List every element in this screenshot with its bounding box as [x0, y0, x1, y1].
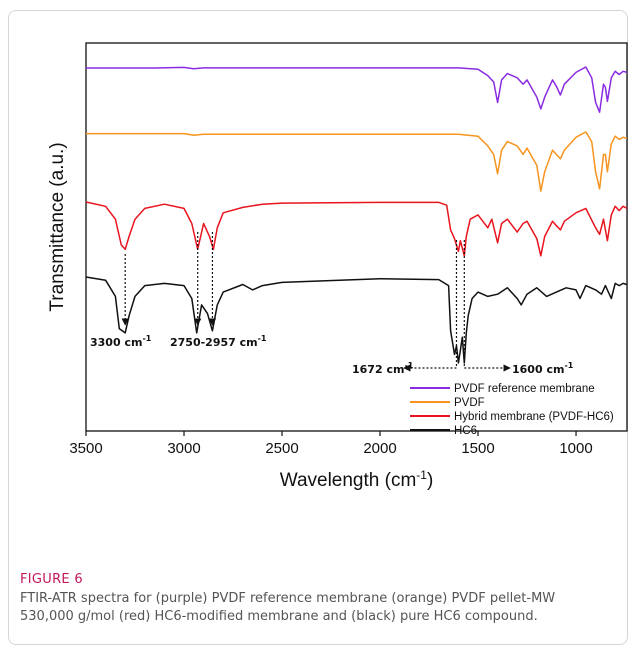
annotation-label-3300: 3300 cm-1 [90, 334, 152, 349]
legend-label-3: HC6 [454, 425, 477, 437]
series-line-3 [85, 276, 628, 364]
x-axis-title: Wavelength (cm-1) [280, 468, 434, 491]
figure-label: FIGURE 6 [20, 572, 83, 587]
series-line-0 [86, 66, 628, 113]
annotation-label-1672: 1672 cm-1 [352, 361, 414, 376]
ftir-chart: 3500 3000 2500 2000 1500 1000 Wavelength (cm-1… [47, 42, 628, 491]
series-line-2 [85, 201, 628, 257]
legend-label-0: PVDF reference membrane [454, 383, 595, 395]
annotation-label-1600: 1600 cm-1 [512, 361, 574, 376]
x-tick-label-3000: 3000 [167, 440, 200, 457]
legend-label-2: Hybrid membrane (PVDF-HC6) [454, 411, 614, 423]
annotation-label-2750-2957: 2750-2957 cm-1 [170, 334, 267, 349]
plot-frame [85, 42, 628, 432]
x-tick-label-1500: 1500 [461, 440, 494, 457]
x-tick-label-1000: 1000 [559, 440, 592, 457]
x-tick-label-3500: 3500 [69, 440, 102, 457]
x-tick-label-2500: 2500 [265, 440, 298, 457]
series-line-1 [86, 131, 628, 192]
y-axis-title: Transmittance (a.u.) [47, 142, 68, 311]
x-tick-label-2000: 2000 [363, 440, 396, 457]
legend-label-1: PVDF [454, 397, 485, 409]
figure-caption: FTIR-ATR spectra for (purple) PVDF refer… [20, 591, 556, 624]
figure-card [8, 10, 628, 645]
